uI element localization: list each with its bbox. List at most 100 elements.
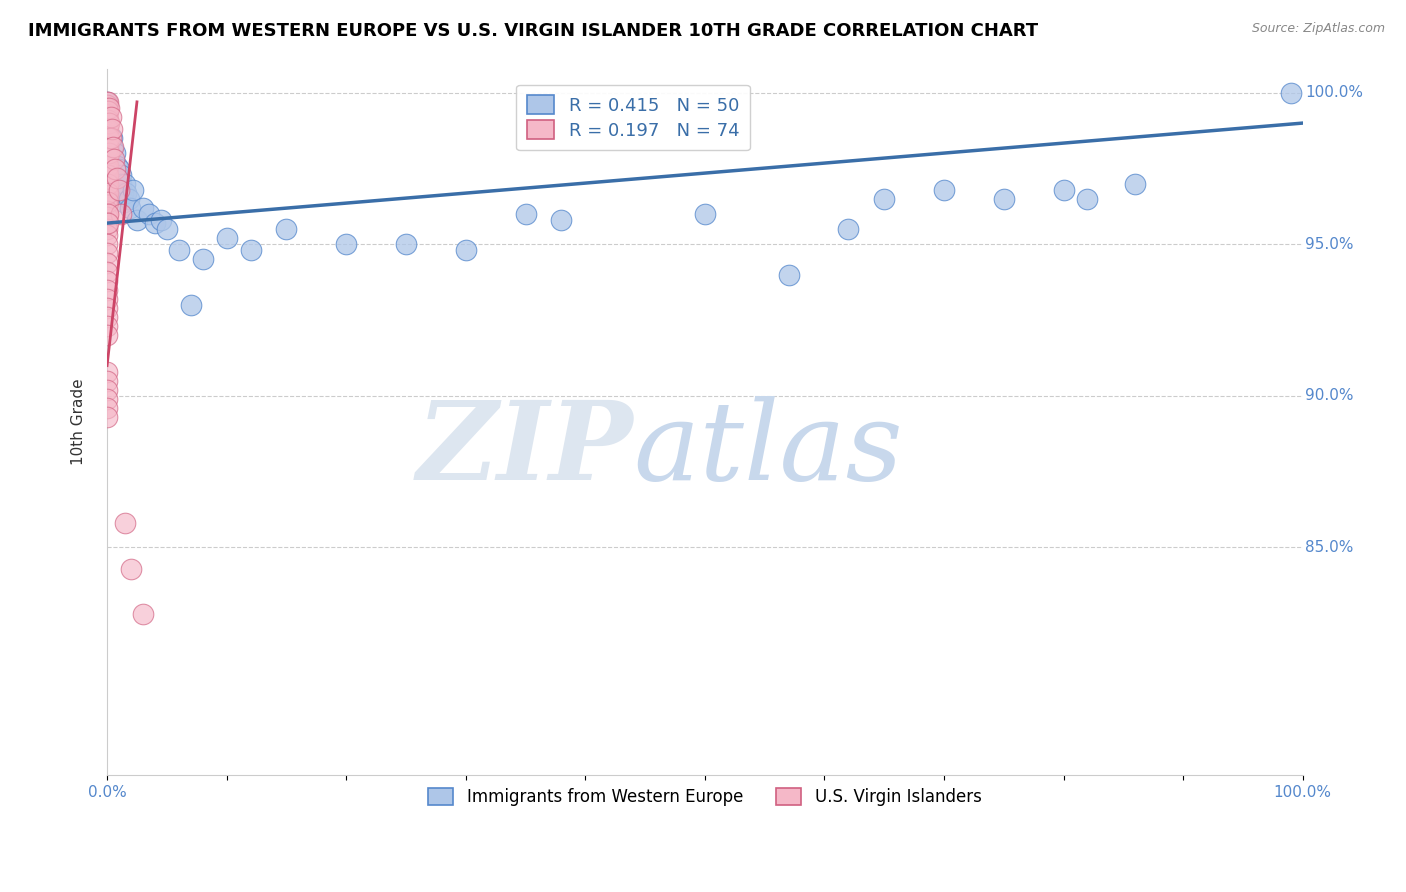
Point <box>96 116 118 130</box>
Point <box>96 204 118 219</box>
Point <box>96 179 118 194</box>
Point <box>1076 192 1098 206</box>
Point <box>100 110 122 124</box>
Point <box>96 383 118 397</box>
Point <box>96 174 118 188</box>
Point <box>101 140 124 154</box>
Point <box>97 113 120 128</box>
Point <box>96 310 118 324</box>
Point <box>932 183 955 197</box>
Point <box>96 319 118 334</box>
Point <box>100 131 122 145</box>
Point <box>215 231 238 245</box>
Point <box>97 95 120 109</box>
Text: 85.0%: 85.0% <box>1305 540 1354 555</box>
Point <box>96 101 118 115</box>
Point <box>1123 177 1146 191</box>
Point <box>110 177 132 191</box>
Point <box>96 128 118 143</box>
Point <box>103 153 125 167</box>
Point <box>103 161 125 176</box>
Point <box>138 207 160 221</box>
Point <box>104 161 127 176</box>
Point <box>96 246 118 260</box>
Point <box>97 131 120 145</box>
Point <box>110 207 132 221</box>
Point <box>108 161 131 176</box>
Point <box>97 207 120 221</box>
Point <box>96 95 118 109</box>
Point <box>96 95 118 109</box>
Point <box>96 155 118 169</box>
Point <box>873 192 896 206</box>
Point <box>96 228 118 243</box>
Point <box>454 244 477 258</box>
Point <box>122 183 145 197</box>
Point <box>276 222 298 236</box>
Point <box>115 186 138 200</box>
Point <box>96 301 118 315</box>
Point <box>96 103 118 118</box>
Point <box>98 146 121 161</box>
Point <box>120 562 142 576</box>
Point <box>96 198 118 212</box>
Point <box>550 213 572 227</box>
Point <box>96 216 118 230</box>
Point <box>108 183 131 197</box>
Text: 90.0%: 90.0% <box>1305 388 1354 403</box>
Point <box>114 177 136 191</box>
Point <box>239 244 262 258</box>
Point <box>97 177 120 191</box>
Point <box>97 140 120 154</box>
Point <box>96 237 118 252</box>
Point <box>96 392 118 406</box>
Point <box>111 186 134 200</box>
Point <box>96 98 118 112</box>
Point <box>96 168 118 182</box>
Legend: Immigrants from Western Europe, U.S. Virgin Islanders: Immigrants from Western Europe, U.S. Vir… <box>418 778 991 816</box>
Point <box>107 170 129 185</box>
Point <box>96 328 118 343</box>
Point <box>191 252 214 267</box>
Point <box>96 98 118 112</box>
Point <box>108 174 131 188</box>
Point <box>97 168 120 182</box>
Point <box>96 107 118 121</box>
Point <box>96 186 118 200</box>
Point <box>97 103 120 118</box>
Point <box>114 516 136 531</box>
Point <box>97 149 120 163</box>
Point <box>132 607 155 622</box>
Point <box>96 255 118 269</box>
Point <box>96 374 118 388</box>
Y-axis label: 10th Grade: 10th Grade <box>72 378 86 465</box>
Point <box>149 213 172 227</box>
Point <box>117 192 139 206</box>
Point <box>96 192 118 206</box>
Point <box>105 159 128 173</box>
Point <box>98 131 121 145</box>
Point <box>96 161 118 176</box>
Point <box>993 192 1015 206</box>
Point <box>125 213 148 227</box>
Point <box>107 179 129 194</box>
Point <box>96 265 118 279</box>
Point <box>96 410 118 425</box>
Point <box>96 210 118 224</box>
Point <box>97 186 120 200</box>
Point <box>515 207 537 221</box>
Point <box>96 292 118 306</box>
Point <box>96 144 118 158</box>
Point <box>180 298 202 312</box>
Point <box>105 170 128 185</box>
Point <box>96 137 118 152</box>
Point <box>97 216 120 230</box>
Point <box>97 122 120 136</box>
Point <box>837 222 859 236</box>
Point <box>96 283 118 297</box>
Point <box>1279 86 1302 100</box>
Point <box>97 194 120 209</box>
Point <box>104 146 127 161</box>
Point <box>167 244 190 258</box>
Point <box>101 140 124 154</box>
